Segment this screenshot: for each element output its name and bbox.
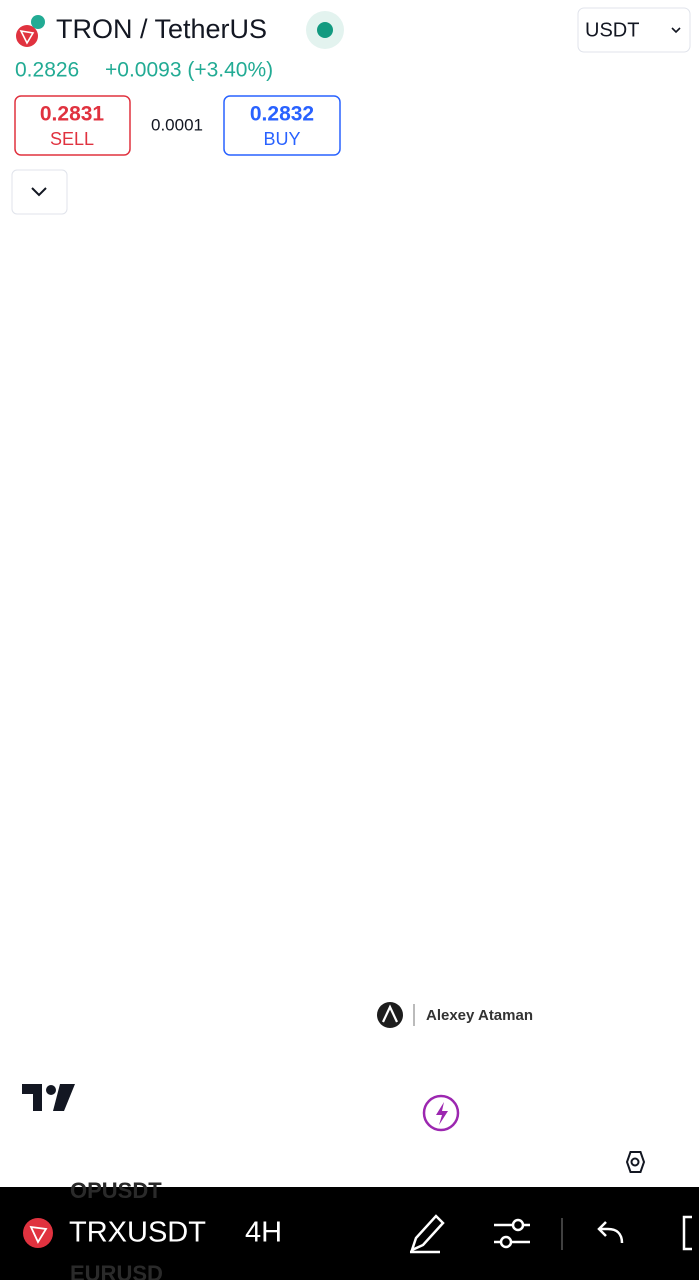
tv-logo-part [46, 1085, 56, 1095]
collapse-button[interactable] [11, 169, 68, 215]
draw-tool[interactable] [409, 1214, 445, 1254]
watermark-text: Alexey Ataman [426, 1007, 533, 1024]
toolbar-symbol-logo-mark [29, 1225, 48, 1244]
tron-logo-mark [19, 29, 35, 45]
settings-button[interactable] [625, 1151, 646, 1173]
watermark-logo-mark [382, 1004, 398, 1023]
symbol-title[interactable]: TRON / TetherUS [56, 14, 267, 44]
tv-logo-part [22, 1084, 42, 1111]
last-price: 0.2826 [15, 59, 79, 82]
toolbar-symbol[interactable]: TRXUSDT [69, 1217, 206, 1249]
settings-icon-center [630, 1157, 640, 1167]
indicators-knob [511, 1218, 525, 1232]
tv-logo-part [53, 1084, 75, 1111]
tv-logo [22, 1084, 75, 1111]
market-status-dot [317, 22, 333, 38]
toolbar: OPUSDT EURUSD TRXUSDT 4H [0, 1178, 699, 1280]
currency-select[interactable] [577, 7, 691, 53]
toolbar-symbol-logo [23, 1218, 53, 1248]
undo-button[interactable] [597, 1221, 624, 1244]
toolbar-interval[interactable]: 4H [245, 1217, 282, 1249]
lightning-icon [436, 1102, 448, 1125]
list-item-above: OPUSDT [70, 1178, 162, 1203]
header: TRON / TetherUS 0.2826 +0.0093 (+3.40%) … [11, 7, 691, 215]
buy-button[interactable] [223, 95, 341, 156]
collapse-icon [31, 187, 47, 197]
sell-button[interactable] [14, 95, 131, 156]
price-change: +0.0093 (+3.40%) [105, 59, 273, 82]
buy-price: 0.2832 [250, 103, 314, 126]
sell-price: 0.2831 [40, 103, 105, 126]
toolbar-bg [0, 1187, 699, 1280]
list-item-below: EURUSD [70, 1261, 163, 1280]
sell-label: SELL [50, 129, 94, 149]
watermark: Alexey Ataman [377, 1002, 533, 1028]
spread: 0.0001 [151, 115, 203, 134]
tether-logo [31, 15, 45, 29]
currency-label: USDT [585, 19, 639, 41]
indicators-knob [499, 1235, 513, 1249]
buy-label: BUY [263, 129, 300, 149]
currency-caret [671, 27, 681, 34]
fullscreen-button[interactable] [682, 1215, 692, 1251]
